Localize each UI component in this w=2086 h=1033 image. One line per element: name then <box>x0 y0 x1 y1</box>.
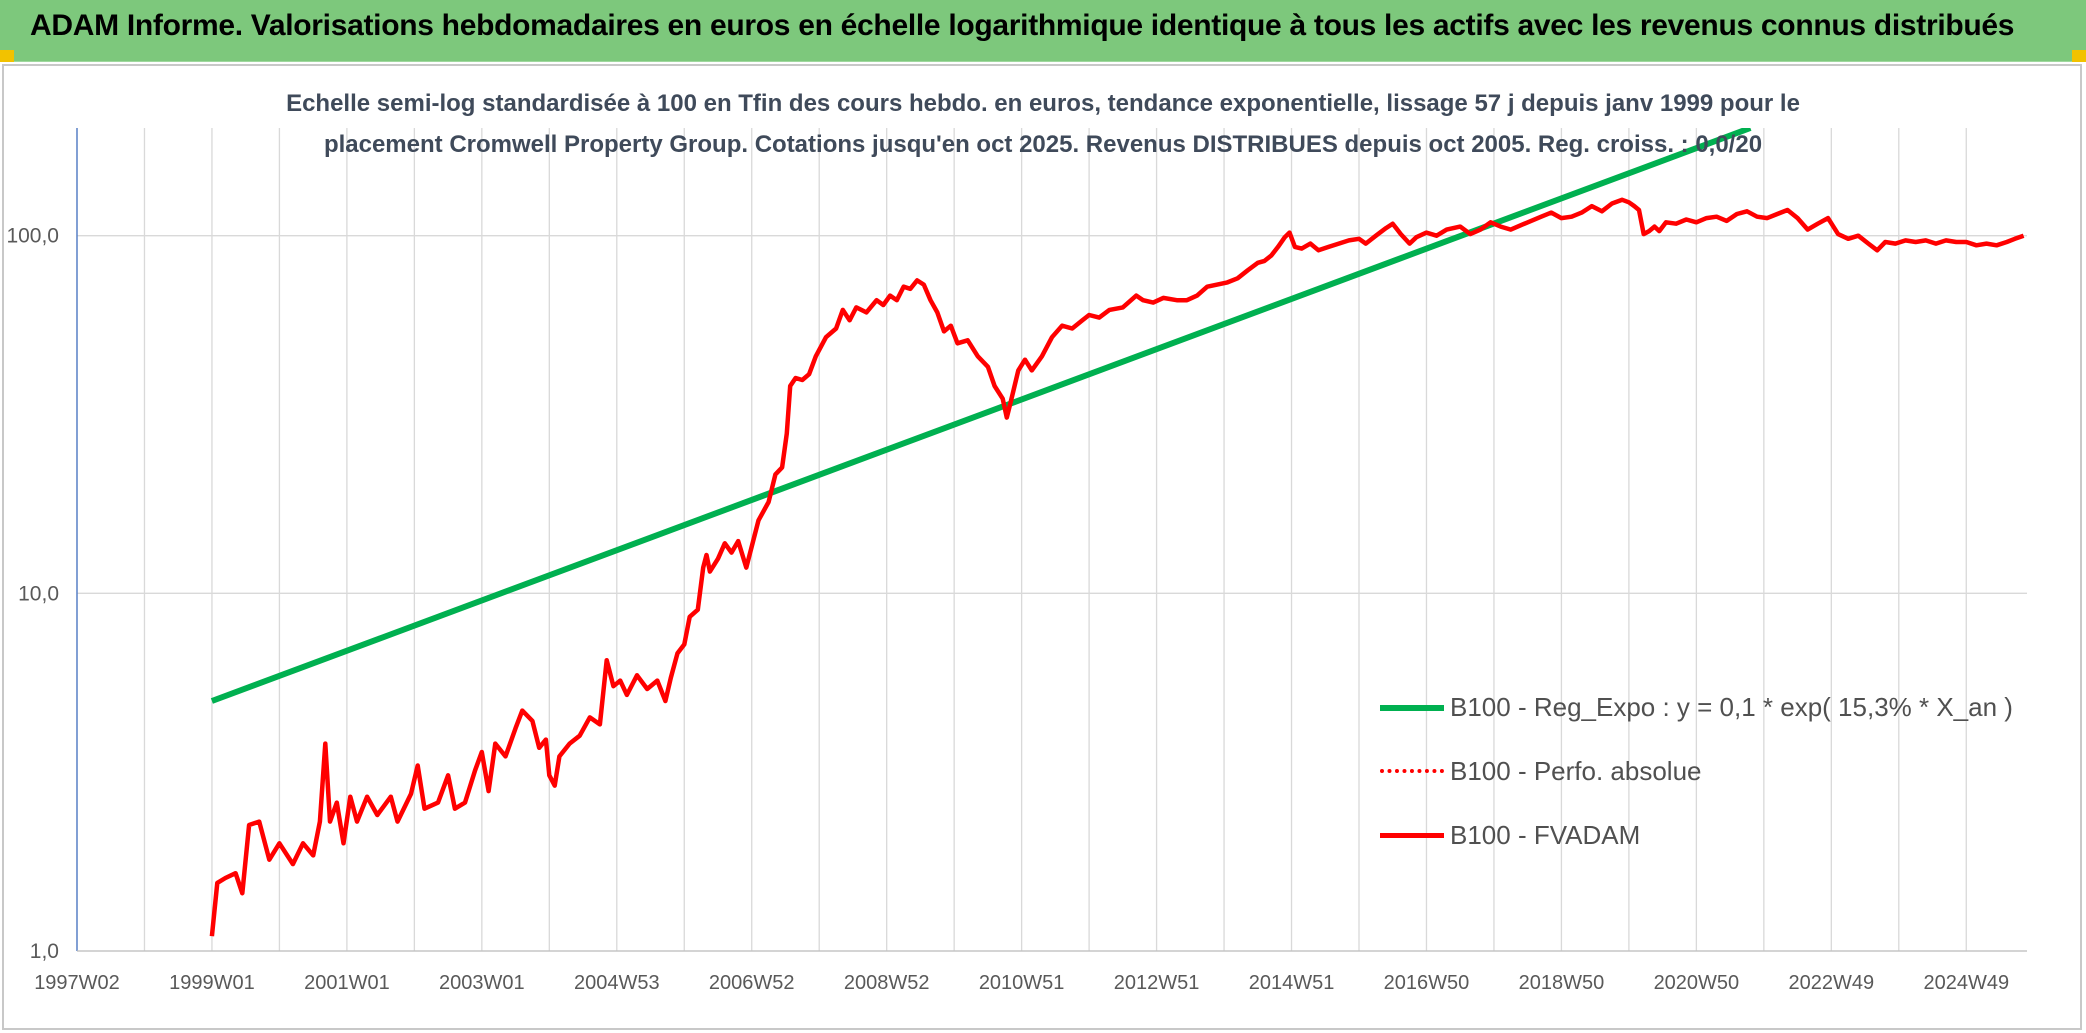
corner-marker-right <box>2072 50 2086 62</box>
y-tick-label: 10,0 <box>18 582 59 605</box>
legend-swatch-fvadam <box>1380 833 1444 838</box>
page-title: ADAM Informe. Valorisations hebdomadaire… <box>30 9 2015 42</box>
x-tick-label: 1997W02 <box>34 972 120 994</box>
x-tick-label: 2001W01 <box>304 972 390 994</box>
legend-item-perfo: B100 - Perfo. absolue <box>1380 750 1980 790</box>
legend-label-fvadam: B100 - FVADAM <box>1450 820 1641 850</box>
x-tick-label: 2016W50 <box>1384 972 1470 994</box>
legend-item-fvadam: B100 - FVADAM <box>1380 814 1980 854</box>
chart-title-line-1: Echelle semi-log standardisée à 100 en T… <box>286 90 1800 117</box>
legend-label-regression: B100 - Reg_Expo : y = 0,1 * exp( 15,3% *… <box>1450 692 2013 722</box>
legend-label-perfo: B100 - Perfo. absolue <box>1450 756 1702 786</box>
header-bar: ADAM Informe. Valorisations hebdomadaire… <box>0 0 2086 62</box>
x-tick-label: 2014W51 <box>1249 972 1335 994</box>
x-tick-label: 2003W01 <box>439 972 525 994</box>
x-tick-label: 2006W52 <box>709 972 795 994</box>
legend-swatch-perfo <box>1380 769 1444 773</box>
x-tick-label: 2022W49 <box>1789 972 1875 994</box>
corner-marker-left <box>0 50 14 62</box>
x-tick-label: 2004W53 <box>574 972 660 994</box>
x-tick-label: 2010W51 <box>979 972 1065 994</box>
legend-item-regression: B100 - Reg_Expo : y = 0,1 * exp( 15,3% *… <box>1380 686 2013 726</box>
x-tick-label: 2020W50 <box>1654 972 1740 994</box>
chart-frame <box>2 64 2082 1030</box>
series-line-fvadam <box>209 197 2025 937</box>
x-tick-label: 1999W01 <box>169 972 255 994</box>
x-tick-label: 2024W49 <box>1923 972 2009 994</box>
series-line-regression <box>210 128 1752 704</box>
x-tick-label: 2018W50 <box>1519 972 1605 994</box>
x-tick-label: 2008W52 <box>844 972 930 994</box>
legend-swatch-regression <box>1380 705 1444 711</box>
y-tick-label: 100,0 <box>6 225 59 248</box>
x-tick-label: 2012W51 <box>1114 972 1200 994</box>
chart-title-line-2: placement Cromwell Property Group. Cotat… <box>323 131 1763 158</box>
y-tick-label: 1,0 <box>30 940 59 963</box>
